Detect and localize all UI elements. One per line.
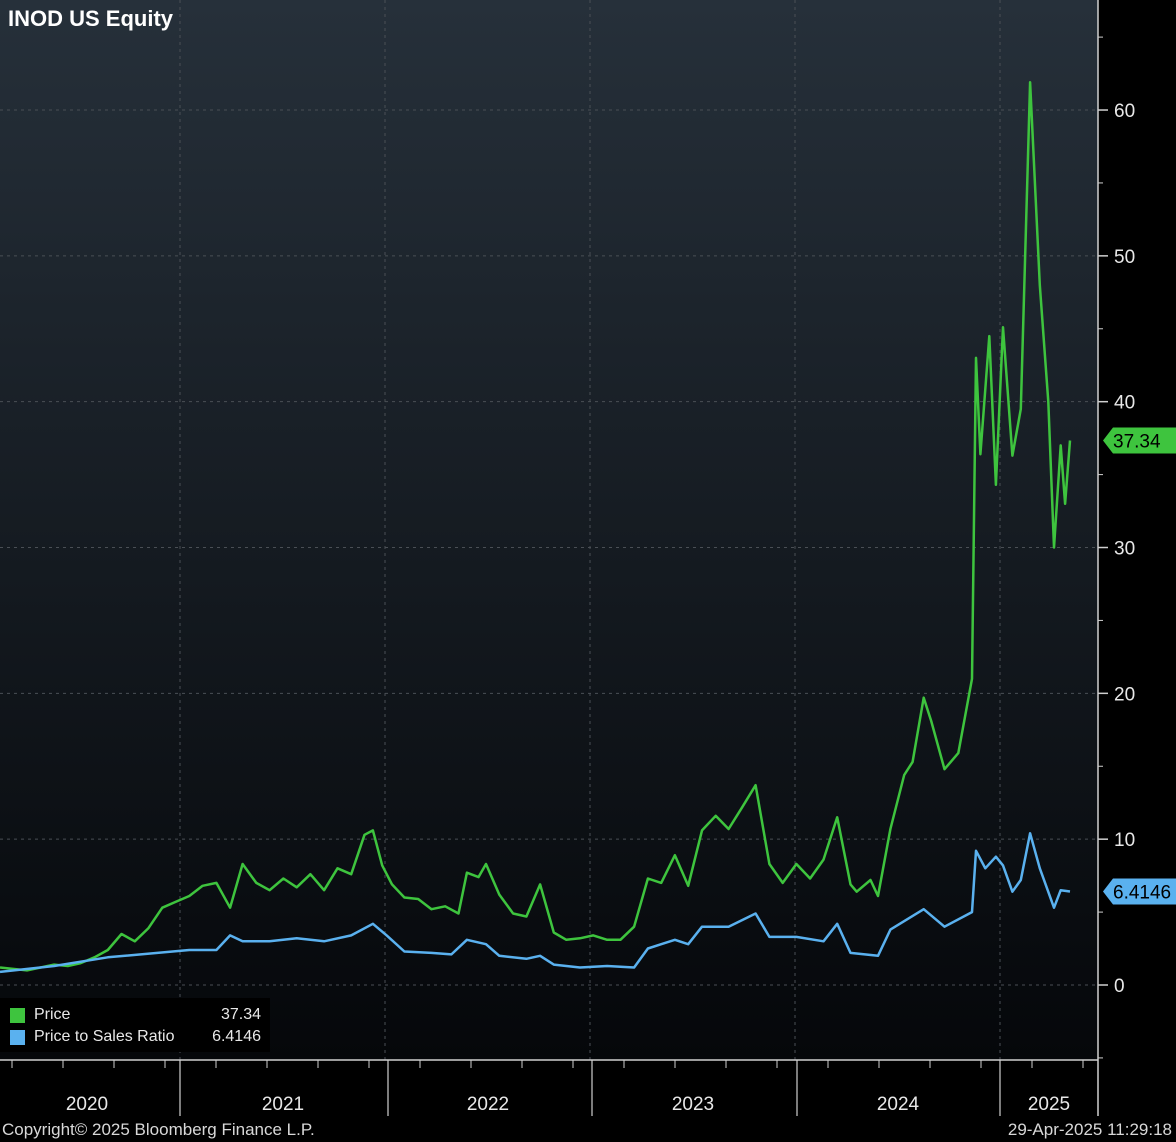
legend-label: Price to Sales Ratio <box>34 1028 175 1045</box>
legend-value: 37.34 <box>220 1006 261 1023</box>
plot-background <box>0 0 1098 1060</box>
x-tick-label: 2023 <box>672 1094 714 1115</box>
y-tick-label: 40 <box>1114 393 1135 414</box>
y-tick-label: 60 <box>1114 101 1135 122</box>
chart-title: INOD US Equity <box>8 6 174 31</box>
timestamp-text: 29-Apr-2025 11:29:18 <box>1007 1120 1172 1139</box>
last-value-tag-label: 37.34 <box>1113 431 1161 452</box>
legend-value: 6.4146 <box>212 1028 261 1045</box>
x-tick-label: 2021 <box>262 1094 304 1115</box>
series-line-price <box>0 81 1072 972</box>
legend-item-ps-ratio: Price to Sales Ratio 6.4146 <box>10 1027 265 1047</box>
last-value-tag-shape <box>1103 427 1176 454</box>
legend-swatch-ps-ratio <box>10 1030 25 1045</box>
last-value-tag: 6.4146 <box>1103 878 1176 905</box>
last-value-tag: 37.34 <box>1103 427 1176 454</box>
legend: Price 37.34 Price to Sales Ratio 6.4146 <box>0 998 270 1052</box>
copyright-text: Copyright© 2025 Bloomberg Finance L.P. <box>2 1120 315 1139</box>
x-tick-label: 2020 <box>66 1094 108 1115</box>
legend-label: Price <box>34 1006 71 1023</box>
series-line-ps-ratio <box>0 832 1071 974</box>
y-tick-label: 30 <box>1114 539 1135 560</box>
x-tick-label: 2024 <box>877 1094 920 1115</box>
legend-item-price: Price 37.34 <box>10 1005 265 1025</box>
legend-swatch-price <box>10 1008 25 1023</box>
last-value-tag-label: 6.4146 <box>1113 882 1171 903</box>
y-tick-label: 50 <box>1114 247 1135 268</box>
y-tick-label: 0 <box>1114 976 1125 997</box>
y-tick-label: 10 <box>1114 830 1135 851</box>
x-tick-label: 2025 <box>1028 1094 1070 1115</box>
x-tick-label: 2022 <box>467 1094 509 1115</box>
last-value-tag-shape <box>1103 878 1176 905</box>
y-tick-label: 20 <box>1114 684 1135 705</box>
